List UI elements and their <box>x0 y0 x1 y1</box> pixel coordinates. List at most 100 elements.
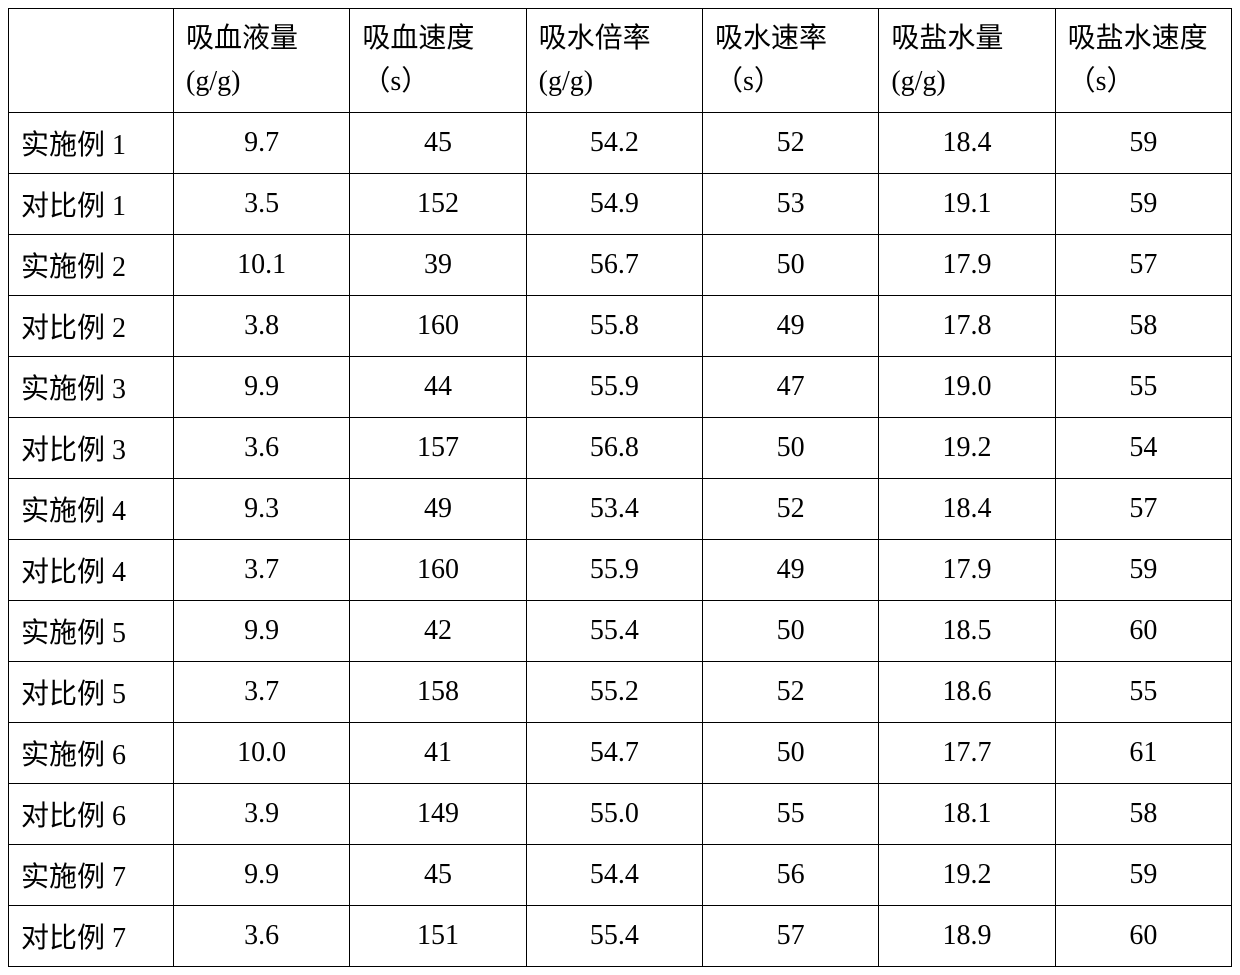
data-cell: 59 <box>1055 539 1231 600</box>
data-cell: 10.0 <box>174 722 350 783</box>
row-label: 实施例 3 <box>9 356 174 417</box>
row-label: 实施例 2 <box>9 234 174 295</box>
row-label: 对比例 1 <box>9 173 174 234</box>
table-row: 实施例 610.04154.75017.761 <box>9 722 1232 783</box>
data-cell: 3.7 <box>174 661 350 722</box>
data-cell: 47 <box>702 356 878 417</box>
data-cell: 9.9 <box>174 844 350 905</box>
data-cell: 17.9 <box>879 539 1055 600</box>
data-cell: 57 <box>702 905 878 966</box>
data-cell: 55 <box>1055 661 1231 722</box>
data-cell: 19.2 <box>879 417 1055 478</box>
data-cell: 58 <box>1055 295 1231 356</box>
data-cell: 50 <box>702 722 878 783</box>
row-label: 对比例 7 <box>9 905 174 966</box>
table-row: 对比例 43.716055.94917.959 <box>9 539 1232 600</box>
data-cell: 57 <box>1055 234 1231 295</box>
table-row: 对比例 53.715855.25218.655 <box>9 661 1232 722</box>
data-cell: 54.9 <box>526 173 702 234</box>
data-cell: 42 <box>350 600 526 661</box>
table-row: 对比例 33.615756.85019.254 <box>9 417 1232 478</box>
header-cell-1: 吸血液量(g/g) <box>174 9 350 113</box>
data-cell: 59 <box>1055 173 1231 234</box>
data-cell: 17.8 <box>879 295 1055 356</box>
data-cell: 57 <box>1055 478 1231 539</box>
row-label: 对比例 4 <box>9 539 174 600</box>
data-cell: 59 <box>1055 844 1231 905</box>
row-label: 实施例 5 <box>9 600 174 661</box>
data-cell: 3.6 <box>174 905 350 966</box>
data-cell: 18.1 <box>879 783 1055 844</box>
header-cell-3: 吸水倍率(g/g) <box>526 9 702 113</box>
data-cell: 45 <box>350 844 526 905</box>
table-row: 对比例 73.615155.45718.960 <box>9 905 1232 966</box>
data-cell: 3.9 <box>174 783 350 844</box>
data-cell: 160 <box>350 295 526 356</box>
data-cell: 56.7 <box>526 234 702 295</box>
table-row: 实施例 210.13956.75017.957 <box>9 234 1232 295</box>
data-cell: 9.9 <box>174 356 350 417</box>
row-label: 实施例 7 <box>9 844 174 905</box>
data-cell: 3.7 <box>174 539 350 600</box>
data-cell: 54.2 <box>526 112 702 173</box>
data-cell: 60 <box>1055 905 1231 966</box>
table-row: 实施例 59.94255.45018.560 <box>9 600 1232 661</box>
data-cell: 59 <box>1055 112 1231 173</box>
data-cell: 49 <box>350 478 526 539</box>
data-cell: 3.5 <box>174 173 350 234</box>
data-cell: 55.4 <box>526 905 702 966</box>
data-cell: 55.9 <box>526 356 702 417</box>
data-table: 吸血液量(g/g) 吸血速度（s） 吸水倍率(g/g) 吸水速率（s） 吸盐水量… <box>8 8 1232 967</box>
data-cell: 55 <box>1055 356 1231 417</box>
data-cell: 157 <box>350 417 526 478</box>
data-cell: 18.6 <box>879 661 1055 722</box>
data-cell: 52 <box>702 661 878 722</box>
data-cell: 54 <box>1055 417 1231 478</box>
row-label: 对比例 2 <box>9 295 174 356</box>
table-row: 实施例 39.94455.94719.055 <box>9 356 1232 417</box>
data-cell: 151 <box>350 905 526 966</box>
row-label: 实施例 4 <box>9 478 174 539</box>
data-cell: 9.9 <box>174 600 350 661</box>
data-cell: 53 <box>702 173 878 234</box>
data-cell: 50 <box>702 234 878 295</box>
row-label: 实施例 1 <box>9 112 174 173</box>
data-cell: 3.8 <box>174 295 350 356</box>
row-label: 对比例 3 <box>9 417 174 478</box>
data-cell: 39 <box>350 234 526 295</box>
table-row: 实施例 79.94554.45619.259 <box>9 844 1232 905</box>
row-label: 对比例 6 <box>9 783 174 844</box>
data-cell: 18.4 <box>879 478 1055 539</box>
data-cell: 149 <box>350 783 526 844</box>
data-cell: 160 <box>350 539 526 600</box>
data-cell: 19.0 <box>879 356 1055 417</box>
header-cell-4: 吸水速率（s） <box>702 9 878 113</box>
data-cell: 55.9 <box>526 539 702 600</box>
data-cell: 53.4 <box>526 478 702 539</box>
data-cell: 9.7 <box>174 112 350 173</box>
data-cell: 44 <box>350 356 526 417</box>
table-row: 对比例 23.816055.84917.858 <box>9 295 1232 356</box>
table-row: 实施例 19.74554.25218.459 <box>9 112 1232 173</box>
data-cell: 45 <box>350 112 526 173</box>
data-cell: 50 <box>702 417 878 478</box>
data-cell: 55.2 <box>526 661 702 722</box>
data-cell: 60 <box>1055 600 1231 661</box>
table-header: 吸血液量(g/g) 吸血速度（s） 吸水倍率(g/g) 吸水速率（s） 吸盐水量… <box>9 9 1232 113</box>
data-cell: 19.2 <box>879 844 1055 905</box>
row-label: 对比例 5 <box>9 661 174 722</box>
data-cell: 18.4 <box>879 112 1055 173</box>
data-cell: 55.4 <box>526 600 702 661</box>
table-body: 实施例 19.74554.25218.459对比例 13.515254.9531… <box>9 112 1232 966</box>
data-cell: 54.4 <box>526 844 702 905</box>
data-cell: 55.8 <box>526 295 702 356</box>
data-cell: 56 <box>702 844 878 905</box>
data-cell: 158 <box>350 661 526 722</box>
data-cell: 55.0 <box>526 783 702 844</box>
header-cell-6: 吸盐水速度（s） <box>1055 9 1231 113</box>
data-cell: 58 <box>1055 783 1231 844</box>
data-cell: 152 <box>350 173 526 234</box>
data-cell: 41 <box>350 722 526 783</box>
header-cell-2: 吸血速度（s） <box>350 9 526 113</box>
data-cell: 18.5 <box>879 600 1055 661</box>
